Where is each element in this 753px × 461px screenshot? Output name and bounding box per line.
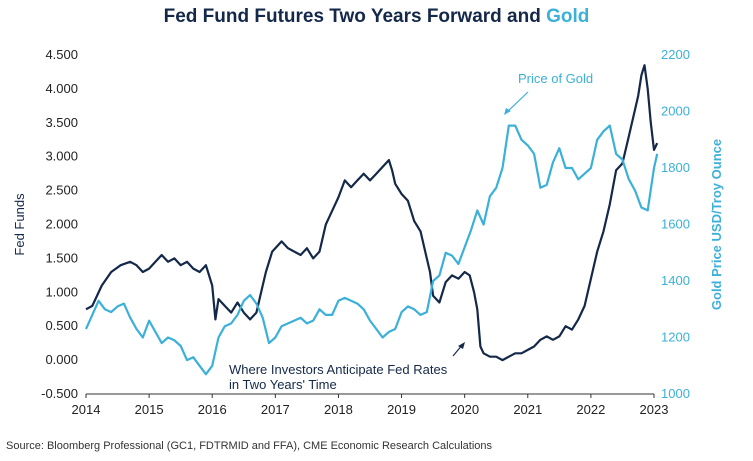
- fed-annotation-line2: in Two Years' Time: [229, 377, 337, 392]
- y-left-tick-label: 2.000: [45, 217, 78, 232]
- x-tick-label: 2014: [72, 402, 101, 417]
- y-left-tick-label: 3.000: [45, 149, 78, 164]
- y-right-tick-label: 1000: [661, 386, 690, 401]
- y-left-tick-label: 4.000: [45, 81, 78, 96]
- y-left-tick-label: 0.500: [45, 318, 78, 333]
- source-note: Source: Bloomberg Professional (GC1, FDT…: [6, 440, 493, 452]
- y-right-tick-label: 1600: [661, 217, 690, 232]
- x-tick-label: 2023: [640, 402, 669, 417]
- x-tick-label: 2019: [387, 402, 416, 417]
- x-tick-label: 2015: [135, 402, 164, 417]
- y-left-tick-label: 1.500: [45, 250, 78, 265]
- chart-annotations: Price of Gold Where Investors Anticipate …: [229, 71, 593, 392]
- y-right-tick-label: 1200: [661, 330, 690, 345]
- x-tick-label: 2020: [450, 402, 479, 417]
- y-left-tick-label: 3.500: [45, 115, 78, 130]
- gold-price-line: [84, 124, 659, 376]
- x-tick-label: 2017: [261, 402, 290, 417]
- y-left-tick-label: 2.500: [45, 183, 78, 198]
- y-left-tick-label: 4.500: [45, 47, 78, 62]
- y-left-tick-label: -0.500: [41, 386, 78, 401]
- y-right-tick-label: 2000: [661, 104, 690, 119]
- y-right-tick-label: 1400: [661, 273, 690, 288]
- x-tick-label: 2022: [576, 402, 605, 417]
- y-right-tick-label: 2200: [661, 47, 690, 62]
- gold-annotation-arrow: [505, 91, 529, 114]
- chart-axes: 2014 2015 2016 2017 2018 2019 2020 2021 2022 2023…: [12, 47, 724, 417]
- gold-annotation-arrowhead: [504, 108, 511, 115]
- y-left-axis-title: Fed Funds: [12, 193, 27, 256]
- y-right-axis-title: Gold Price USD/Troy Ounce: [709, 139, 724, 310]
- title-main: Fed Fund Futures Two Years Forward and: [163, 6, 541, 27]
- y-right-tick-label: 1800: [661, 160, 690, 175]
- chart-title: Fed Fund Futures Two Years Forward and G…: [0, 6, 753, 28]
- chart-lines: [84, 64, 659, 376]
- gold-annotation-label: Price of Gold: [518, 71, 593, 86]
- fed-annotation-arrowhead: [458, 342, 465, 349]
- title-gold-word: Gold: [546, 6, 590, 27]
- y-left-tick-label: 0.000: [45, 352, 78, 367]
- x-tick-label: 2018: [324, 402, 353, 417]
- y-left-tick-label: 1.000: [45, 284, 78, 299]
- fed-funds-line: [85, 64, 659, 362]
- x-tick-label: 2016: [198, 402, 227, 417]
- x-tick-label: 2021: [513, 402, 542, 417]
- fed-annotation-line1: Where Investors Anticipate Fed Rates: [229, 362, 448, 377]
